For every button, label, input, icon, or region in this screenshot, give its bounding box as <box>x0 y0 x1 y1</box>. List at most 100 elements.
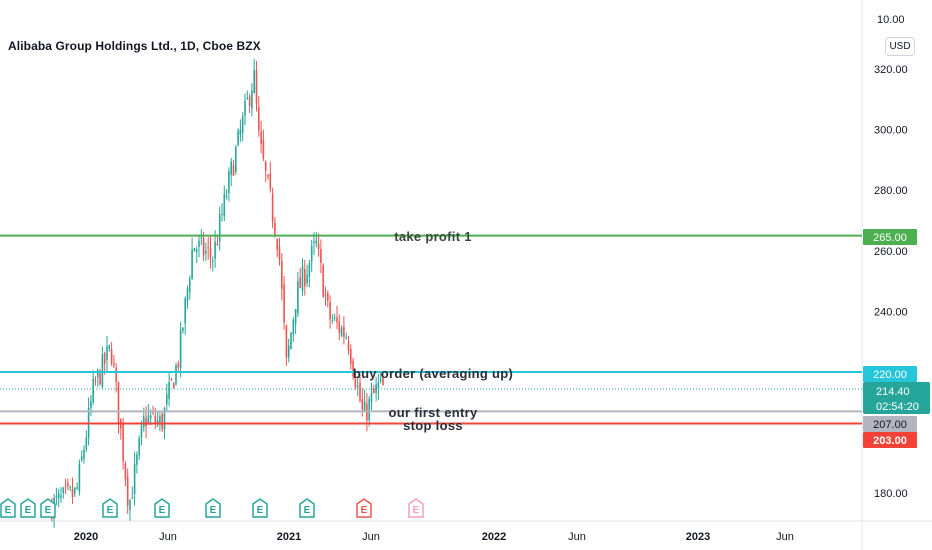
candle-body <box>297 281 299 314</box>
candle-body <box>133 463 136 494</box>
earnings-marker[interactable] <box>0 498 16 518</box>
candle-body <box>168 382 170 399</box>
earnings-marker-label: E <box>304 505 311 516</box>
candle-body <box>304 269 306 287</box>
candle-body <box>198 240 200 247</box>
earnings-marker[interactable] <box>299 498 315 518</box>
candle-body <box>292 319 295 335</box>
price-badge <box>863 229 917 245</box>
candle-body <box>78 464 81 492</box>
candle-body <box>122 424 124 462</box>
price-badge <box>863 416 917 432</box>
candle-body <box>322 265 324 298</box>
earnings-marker[interactable] <box>356 498 372 518</box>
candle-body <box>218 214 221 242</box>
candle-body <box>329 301 331 320</box>
earnings-marker[interactable] <box>102 498 118 518</box>
candle-body <box>71 488 74 497</box>
candle-body <box>327 292 329 301</box>
candle-body <box>338 321 341 333</box>
earnings-marker[interactable] <box>20 498 36 518</box>
candle-body <box>202 238 205 256</box>
candle-body <box>264 161 267 171</box>
x-tick-label: Jun <box>362 531 380 543</box>
currency-button[interactable]: USD <box>885 37 915 56</box>
candle-body <box>317 243 320 249</box>
earnings-marker[interactable] <box>205 498 221 518</box>
earnings-marker-label: E <box>107 505 114 516</box>
y-tick-label: 240.00 <box>874 306 908 318</box>
candle-body <box>136 454 138 465</box>
candle-body <box>172 383 175 389</box>
candle-body <box>129 500 131 510</box>
candle-body <box>315 240 318 244</box>
candle-body <box>359 382 361 402</box>
candle-body <box>324 294 327 296</box>
chart-title: Alibaba Group Holdings Ltd., 1D, Cboe BZ… <box>8 39 261 53</box>
candle-body <box>85 437 88 450</box>
level-label: take profit 1 <box>394 229 472 244</box>
candle-body <box>131 497 134 499</box>
y-tick-label: 320.00 <box>874 64 908 76</box>
candle-body <box>108 344 111 349</box>
candle-body <box>140 425 143 438</box>
candle-body <box>241 116 244 133</box>
price-badge-label: 203.00 <box>873 435 907 447</box>
candle-body <box>267 175 269 177</box>
candle-body <box>299 277 301 289</box>
candle-body <box>80 456 83 461</box>
candle-body <box>74 487 76 494</box>
candle-body <box>274 223 276 235</box>
candle-body <box>166 394 168 405</box>
earnings-marker-label: E <box>210 505 217 516</box>
candle-body <box>138 438 140 456</box>
price-badge <box>863 432 917 448</box>
candle-body <box>221 213 223 215</box>
earnings-marker-label: E <box>25 505 32 516</box>
candle-body <box>209 247 212 257</box>
candle-body <box>331 320 334 322</box>
candle-body <box>193 248 196 252</box>
candle-body <box>189 278 191 292</box>
candle-body <box>170 378 173 380</box>
candle-body <box>258 107 260 131</box>
y-tick-label: 280.00 <box>874 185 908 197</box>
candle-body <box>97 370 99 378</box>
candle-body <box>373 388 375 394</box>
y-tick-label: 10.00 <box>877 14 905 26</box>
earnings-marker-label: E <box>45 505 52 516</box>
candle-body <box>232 164 235 176</box>
candle-body <box>163 407 166 430</box>
candle-body <box>333 317 336 319</box>
candle-body <box>278 246 281 260</box>
earnings-marker[interactable] <box>408 498 424 518</box>
candle-body <box>290 332 292 349</box>
x-tick-label: 2023 <box>686 531 710 543</box>
countdown-label: 02:54:20 <box>876 401 919 413</box>
earnings-marker[interactable] <box>40 498 56 518</box>
candle-body <box>269 173 272 190</box>
y-tick-label: 180.00 <box>874 488 908 500</box>
candle-body <box>126 476 129 506</box>
candle-body <box>179 329 182 368</box>
candle-body <box>276 239 278 250</box>
candle-body <box>294 309 297 324</box>
level-label: stop loss <box>403 418 463 433</box>
candle-body <box>239 129 242 135</box>
candle-body <box>200 237 203 239</box>
candle-body <box>306 274 308 284</box>
candle-body <box>230 161 232 175</box>
candle-body <box>281 260 283 289</box>
candle-body <box>154 416 157 423</box>
candle-body <box>103 353 106 364</box>
candle-body <box>60 495 62 498</box>
candle-body <box>147 415 150 423</box>
price-badge <box>863 366 917 382</box>
level-label: our first entry <box>388 405 477 420</box>
candle-body <box>271 193 274 222</box>
candle-body <box>363 401 366 412</box>
candle-body <box>347 341 350 351</box>
earnings-marker[interactable] <box>154 498 170 518</box>
earnings-marker[interactable] <box>252 498 268 518</box>
